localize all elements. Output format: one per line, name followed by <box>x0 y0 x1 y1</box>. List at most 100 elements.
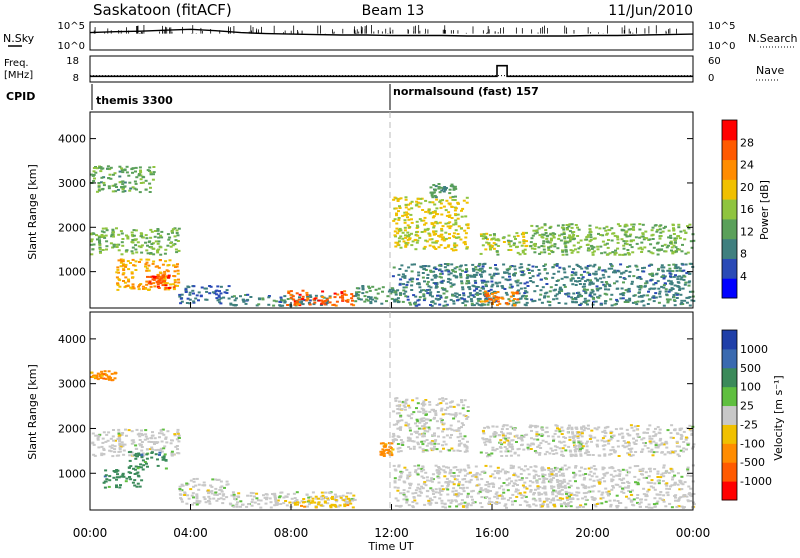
range-cell <box>582 445 585 447</box>
range-cell <box>399 229 402 231</box>
range-cell <box>162 276 165 278</box>
freq-series <box>90 66 693 77</box>
range-cell <box>116 246 119 248</box>
range-cell <box>563 268 566 270</box>
range-cell <box>426 476 429 478</box>
range-cell <box>288 502 291 504</box>
range-cell <box>621 488 624 490</box>
range-cell <box>475 466 478 468</box>
range-cell <box>405 502 408 504</box>
range-cell <box>112 236 115 238</box>
range-cell <box>619 486 622 488</box>
range-cell <box>513 244 516 246</box>
range-cell <box>632 229 635 231</box>
range-cell <box>569 239 572 241</box>
range-cell <box>504 472 507 474</box>
range-cell <box>637 436 640 438</box>
range-cell <box>411 201 414 203</box>
range-cell <box>477 492 480 494</box>
range-cell <box>449 469 452 471</box>
range-cell <box>558 267 561 269</box>
range-cell <box>134 469 137 471</box>
range-cell <box>617 270 620 272</box>
range-cell <box>529 491 532 493</box>
range-cell <box>133 229 136 231</box>
range-cell <box>259 507 262 509</box>
range-cell <box>591 248 594 250</box>
range-cell <box>654 489 657 491</box>
range-cell <box>165 459 168 461</box>
range-cell <box>489 249 492 251</box>
range-cell <box>675 251 678 253</box>
range-cell <box>442 448 445 450</box>
range-cell <box>568 467 571 469</box>
colorbar-swatch <box>722 443 737 462</box>
range-cell <box>449 203 452 205</box>
range-cell <box>593 293 596 295</box>
range-cell <box>100 377 103 379</box>
range-cell <box>444 270 447 272</box>
range-cell <box>513 236 516 238</box>
freq-panel: Freq. [MHz] 18 8 60 0 Nave <box>4 56 784 84</box>
range-cell <box>647 428 650 430</box>
range-cell <box>90 372 93 374</box>
range-cell <box>583 301 586 303</box>
colorbar-tick: 20 <box>740 181 754 194</box>
range-cell <box>638 503 641 505</box>
range-cell <box>668 268 671 270</box>
range-cell <box>599 479 602 481</box>
range-cell <box>611 304 614 306</box>
range-cell <box>331 504 334 506</box>
range-cell <box>438 398 441 400</box>
range-cell <box>486 281 489 283</box>
range-cell <box>589 471 592 473</box>
range-cell <box>568 266 571 268</box>
range-cell <box>113 448 116 450</box>
range-cell <box>212 291 215 293</box>
range-cell <box>437 291 440 293</box>
range-cell <box>611 240 614 242</box>
range-cell <box>438 246 441 248</box>
range-cell <box>105 227 108 229</box>
range-cell <box>394 480 397 482</box>
range-cell <box>215 297 218 299</box>
range-cell <box>592 454 595 456</box>
range-cell <box>397 210 400 212</box>
range-cell <box>360 299 363 301</box>
range-cell <box>633 476 636 478</box>
range-cell <box>417 465 420 467</box>
range-cell <box>551 266 554 268</box>
range-cell <box>165 441 168 443</box>
range-cell <box>428 428 431 430</box>
range-cell <box>615 484 618 486</box>
range-cell <box>434 440 437 442</box>
range-cell <box>222 297 225 299</box>
range-cell <box>436 404 439 406</box>
range-cell <box>397 219 400 221</box>
range-cell <box>437 427 440 429</box>
range-cell <box>642 437 645 439</box>
range-cell <box>491 473 494 475</box>
range-cell <box>398 412 401 414</box>
range-cell <box>624 442 627 444</box>
range-cell <box>149 437 152 439</box>
range-cell <box>239 295 242 297</box>
range-cell <box>555 495 558 497</box>
range-cell <box>455 207 458 209</box>
range-cell <box>464 475 467 477</box>
range-cell <box>185 291 188 293</box>
range-cell <box>560 503 563 505</box>
range-cell <box>575 298 578 300</box>
range-cell <box>439 489 442 491</box>
range-cell <box>517 476 520 478</box>
range-cell <box>431 195 434 197</box>
range-cell <box>149 187 152 189</box>
range-cell <box>673 239 676 241</box>
range-cell <box>443 206 446 208</box>
range-cell <box>94 455 97 457</box>
range-cell <box>389 289 392 291</box>
range-cell <box>607 247 610 249</box>
range-cell <box>586 272 589 274</box>
range-cell <box>544 474 547 476</box>
